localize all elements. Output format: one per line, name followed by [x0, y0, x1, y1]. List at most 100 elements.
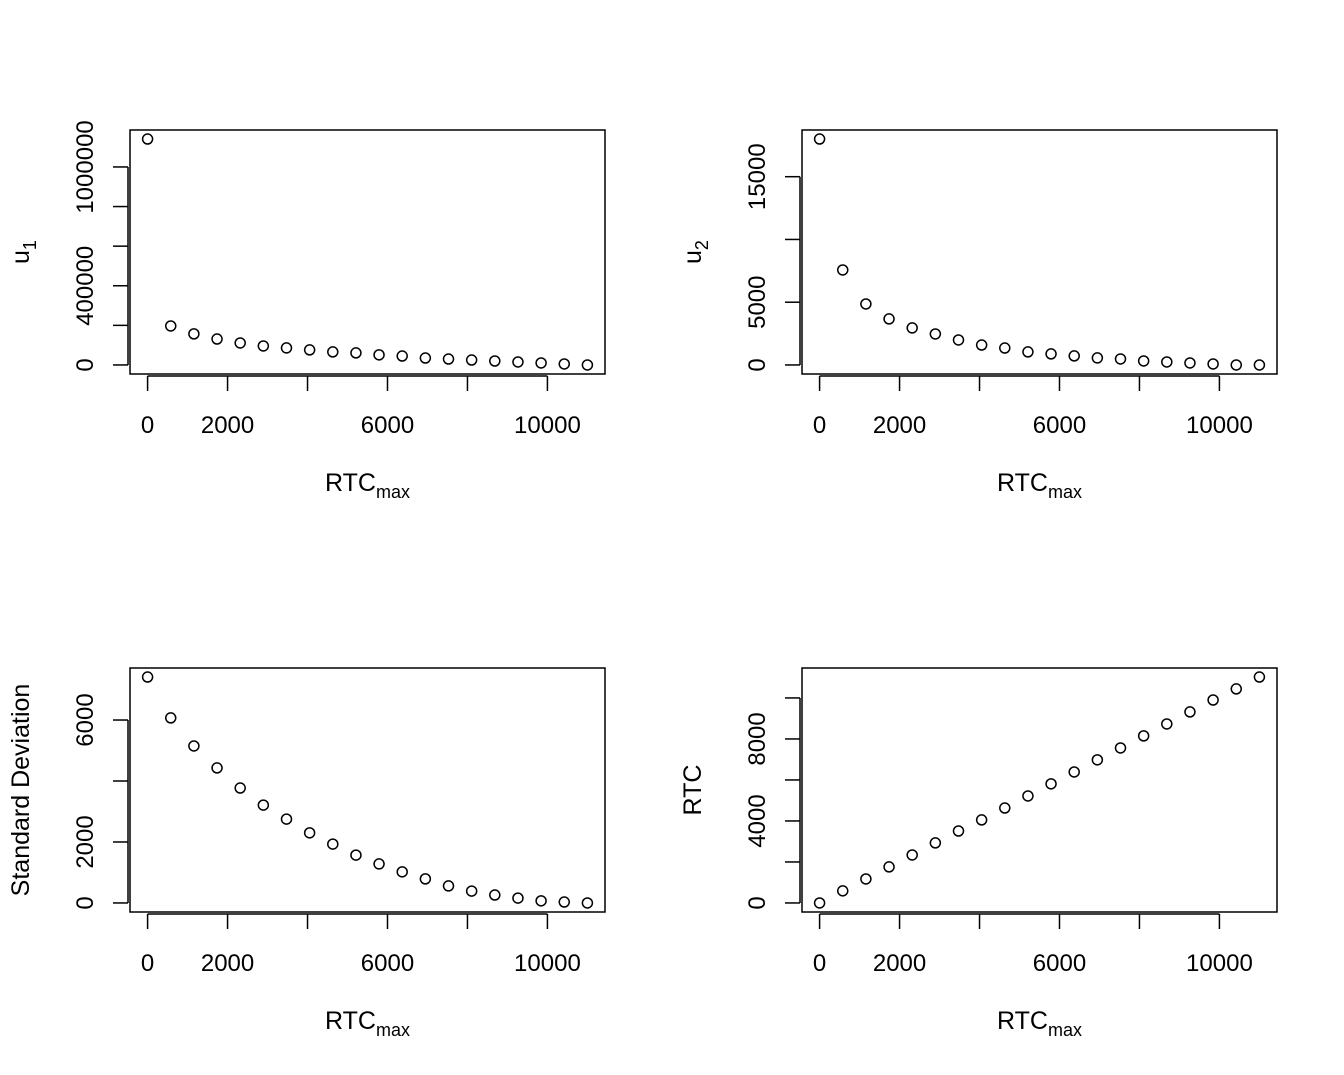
data-point	[350, 849, 362, 861]
data-point	[906, 849, 918, 861]
data-point	[860, 873, 872, 885]
data-point	[1022, 346, 1034, 358]
data-point	[465, 354, 478, 366]
data-point	[188, 740, 200, 752]
data-point	[1230, 359, 1243, 371]
x-tick-label: 2000	[201, 412, 254, 439]
x-tick-label: 10000	[514, 950, 581, 977]
x-axis-title-main: RTC	[325, 1007, 376, 1035]
x-axis-title: RTCmax	[325, 469, 410, 502]
y-axis-title-subscript: 1	[20, 240, 40, 250]
x-tick-label: 6000	[1033, 412, 1086, 439]
y-axis-title: u1	[7, 240, 40, 264]
y-tick-label: 2000	[72, 815, 99, 868]
data-point	[164, 712, 177, 724]
x-tick-label: 6000	[1033, 950, 1086, 977]
plot-frame	[129, 667, 606, 913]
data-point	[373, 349, 385, 361]
data-point	[489, 355, 501, 367]
data-point	[558, 896, 571, 908]
data-point	[860, 298, 872, 310]
panel-1: 0 2000 6000 10000 0 400000 1000000 RTCmax u1	[7, 120, 606, 502]
data-point	[1091, 352, 1104, 364]
data-point	[234, 337, 246, 349]
data-point	[999, 802, 1011, 814]
data-point	[327, 838, 339, 850]
data-point	[1137, 730, 1150, 742]
data-point	[396, 350, 408, 362]
data-point	[975, 814, 988, 826]
data-point	[1230, 683, 1243, 695]
data-point	[1253, 359, 1266, 371]
x-tick-label: 10000	[514, 412, 581, 439]
y-axis-title-main: u	[679, 250, 707, 264]
data-point	[906, 322, 918, 334]
data-point	[489, 889, 501, 901]
data-point	[327, 346, 339, 358]
data-point	[303, 827, 316, 839]
data-point	[512, 356, 524, 368]
data-point	[1045, 348, 1057, 360]
x-tick-label: 6000	[361, 950, 414, 977]
data-point	[1184, 706, 1196, 718]
data-point	[535, 357, 547, 369]
data-point	[535, 895, 547, 907]
y-axis-title-main: Standard Deviation	[7, 684, 35, 897]
y-tick-label: 5000	[744, 276, 771, 329]
data-point	[1161, 356, 1173, 368]
x-axis-title-main: RTC	[325, 469, 376, 497]
data-point	[373, 858, 385, 870]
data-point	[1114, 353, 1127, 365]
data-point	[164, 320, 177, 332]
plot-frame	[129, 129, 606, 375]
data-point	[952, 334, 965, 346]
data-point	[975, 339, 988, 351]
data-point	[188, 328, 200, 340]
x-tick-label: 0	[813, 412, 826, 439]
x-tick-label: 0	[141, 950, 154, 977]
data-point	[303, 344, 316, 356]
y-axis-title-main: RTC	[679, 765, 707, 816]
data-point	[1207, 358, 1219, 370]
data-point	[929, 328, 942, 340]
y-tick-label: 0	[744, 358, 771, 371]
data-point	[836, 264, 849, 276]
x-axis-title-subscript: max	[376, 482, 410, 502]
x-tick-label: 6000	[361, 412, 414, 439]
data-point	[883, 313, 895, 325]
data-point	[836, 885, 849, 897]
data-point	[211, 333, 223, 345]
data-point	[1114, 742, 1127, 754]
data-point	[442, 353, 455, 365]
data-point	[813, 133, 826, 145]
x-axis-title-subscript: max	[1048, 1020, 1082, 1040]
plot-frame	[801, 667, 1278, 913]
data-point	[512, 892, 524, 904]
data-point	[280, 342, 293, 354]
data-point	[465, 885, 478, 897]
y-axis-title-main: u	[7, 250, 35, 264]
data-point	[280, 813, 293, 825]
data-point	[141, 133, 154, 145]
y-tick-label: 15000	[744, 143, 771, 210]
panel-3: 0 2000 6000 10000 0 2000 6000 RTCmax Standard De…	[7, 667, 606, 1040]
x-tick-label: 0	[813, 950, 826, 977]
x-tick-label: 2000	[873, 950, 926, 977]
data-point	[234, 782, 246, 794]
x-axis-title: RTCmax	[997, 469, 1082, 502]
data-point	[1068, 350, 1080, 362]
data-point	[141, 671, 154, 683]
data-point	[999, 342, 1011, 354]
data-point	[442, 880, 455, 892]
data-point	[257, 799, 270, 811]
data-point	[929, 837, 942, 849]
data-point	[419, 873, 432, 885]
y-tick-label: 8000	[744, 712, 771, 765]
y-tick-label: 0	[744, 896, 771, 909]
x-axis-title: RTCmax	[325, 1007, 410, 1040]
data-point	[558, 358, 571, 370]
x-axis-title-subscript: max	[1048, 482, 1082, 502]
data-point	[813, 897, 826, 909]
y-axis-title: u2	[679, 240, 712, 264]
